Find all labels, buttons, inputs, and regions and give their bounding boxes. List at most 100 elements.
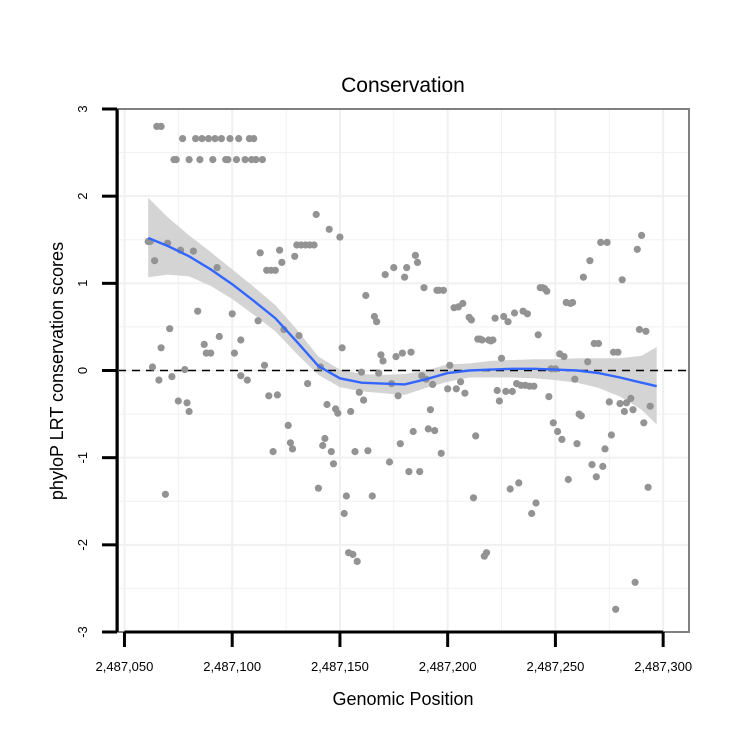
data-point — [620, 407, 629, 416]
data-point — [405, 468, 413, 476]
data-point — [228, 310, 236, 318]
x-tick-label: 2,487,300 — [634, 659, 692, 674]
data-point — [603, 238, 611, 246]
data-point — [273, 391, 281, 399]
data-point — [416, 468, 424, 476]
data-point — [161, 490, 169, 498]
data-point — [148, 363, 157, 371]
data-point — [573, 440, 581, 448]
data-point — [362, 291, 370, 300]
data-point — [342, 492, 350, 500]
data-point — [467, 316, 475, 324]
data-point — [235, 135, 243, 143]
data-point — [379, 357, 387, 365]
data-point — [631, 578, 639, 586]
data-point — [377, 351, 385, 359]
plot-panel — [117, 108, 690, 633]
data-point — [523, 310, 532, 318]
data-point — [323, 400, 331, 409]
data-point — [396, 440, 404, 448]
data-point — [278, 258, 286, 266]
data-point — [329, 460, 338, 468]
data-point — [504, 318, 512, 326]
data-point — [407, 348, 415, 356]
data-point — [237, 372, 245, 380]
data-point — [618, 276, 626, 284]
data-point — [638, 231, 646, 239]
y-tick-label: 3 — [75, 105, 90, 112]
data-point — [545, 393, 553, 401]
data-point — [196, 156, 204, 164]
data-point — [207, 349, 215, 357]
data-point — [506, 485, 514, 493]
data-point — [241, 156, 249, 164]
data-point — [351, 448, 359, 456]
data-point — [491, 314, 499, 322]
data-point — [295, 332, 303, 340]
data-point — [493, 386, 501, 395]
data-point — [497, 354, 506, 362]
data-point — [373, 318, 381, 326]
data-point — [510, 309, 519, 317]
data-point — [232, 156, 241, 164]
data-point — [230, 349, 238, 357]
data-point — [200, 340, 208, 348]
data-point — [192, 135, 200, 143]
data-point — [629, 406, 637, 414]
data-points — [144, 122, 654, 613]
data-point — [198, 135, 206, 143]
data-point — [646, 402, 654, 410]
x-tick-label: 2,487,050 — [96, 659, 154, 674]
data-point — [157, 122, 165, 130]
data-point — [375, 369, 383, 377]
data-point — [385, 458, 394, 466]
data-point — [360, 396, 368, 404]
data-point — [452, 385, 460, 393]
data-point — [310, 241, 318, 249]
data-point — [457, 378, 465, 386]
data-point — [461, 389, 469, 397]
data-point — [554, 427, 562, 436]
data-point — [237, 336, 245, 344]
data-point — [157, 344, 165, 352]
x-tick-label: 2,487,250 — [526, 659, 584, 674]
data-point — [644, 483, 652, 491]
data-point — [495, 397, 503, 405]
data-point — [627, 394, 635, 402]
x-tick-label: 2,487,150 — [311, 659, 369, 674]
data-point — [612, 605, 620, 613]
data-point — [597, 238, 605, 246]
data-point — [640, 419, 648, 427]
data-point — [314, 484, 322, 492]
data-point — [478, 336, 486, 344]
data-point — [204, 135, 213, 143]
data-point — [401, 273, 409, 281]
data-point — [189, 247, 197, 255]
data-point — [420, 284, 428, 292]
y-tick-label: 2 — [75, 193, 90, 200]
data-point — [569, 298, 577, 307]
data-point — [534, 331, 542, 339]
data-point — [642, 327, 650, 335]
data-point — [256, 249, 264, 257]
data-point — [403, 264, 411, 272]
data-point — [349, 550, 357, 559]
data-point — [334, 409, 342, 417]
data-point — [530, 382, 538, 390]
data-point — [338, 344, 346, 352]
y-axis-label: phyloP LRT conservation scores — [47, 242, 67, 500]
data-point — [224, 156, 232, 164]
x-tick-label: 2,487,100 — [203, 659, 261, 674]
data-point — [250, 135, 258, 143]
data-point — [577, 412, 585, 420]
data-point — [431, 427, 439, 435]
data-point — [500, 312, 508, 321]
data-point — [269, 448, 277, 456]
data-point — [622, 399, 631, 407]
data-point — [347, 407, 355, 416]
data-point — [284, 421, 292, 429]
data-point — [424, 425, 432, 433]
y-tick-label: -1 — [75, 452, 90, 464]
data-point — [558, 435, 566, 443]
data-point — [288, 445, 297, 453]
